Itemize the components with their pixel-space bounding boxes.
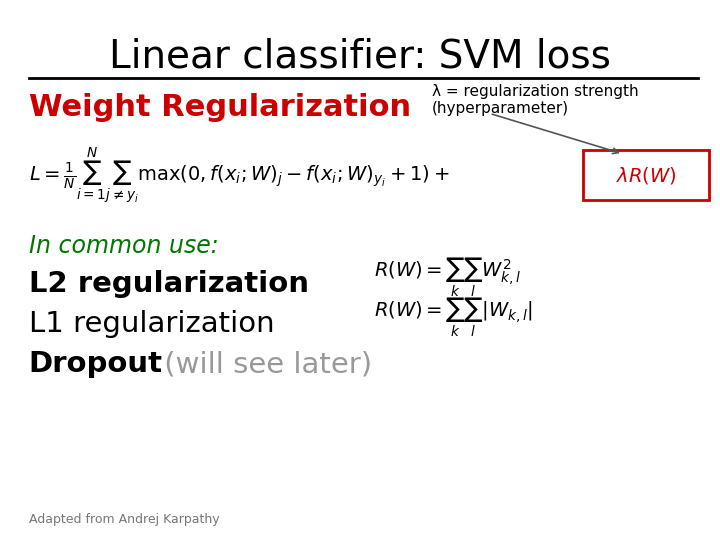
Text: λ = regularization strength
(hyperparameter): λ = regularization strength (hyperparame…	[432, 84, 639, 116]
Text: Weight Regularization: Weight Regularization	[29, 93, 411, 123]
Text: $R(W) = \sum_k\sum_l W_{k,l}^2$: $R(W) = \sum_k\sum_l W_{k,l}^2$	[374, 255, 522, 299]
Text: Dropout: Dropout	[29, 350, 163, 379]
Text: In common use:: In common use:	[29, 234, 219, 258]
Text: L1 regularization: L1 regularization	[29, 310, 274, 338]
Text: L2 regularization: L2 regularization	[29, 269, 309, 298]
Text: $R(W) = \sum_k\sum_l |W_{k,l}|$: $R(W) = \sum_k\sum_l |W_{k,l}|$	[374, 296, 533, 339]
Text: $\lambda R(W)$: $\lambda R(W)$	[616, 165, 676, 186]
Text: $L = \frac{1}{N}\sum_{i=1}^{N}\sum_{j\neq y_i}\max(0, f(x_i;W)_j - f(x_i;W)_{y_i: $L = \frac{1}{N}\sum_{i=1}^{N}\sum_{j\ne…	[29, 145, 449, 206]
Text: (will see later): (will see later)	[155, 350, 372, 379]
Text: Adapted from Andrej Karpathy: Adapted from Andrej Karpathy	[29, 514, 220, 526]
Text: Linear classifier: SVM loss: Linear classifier: SVM loss	[109, 38, 611, 76]
